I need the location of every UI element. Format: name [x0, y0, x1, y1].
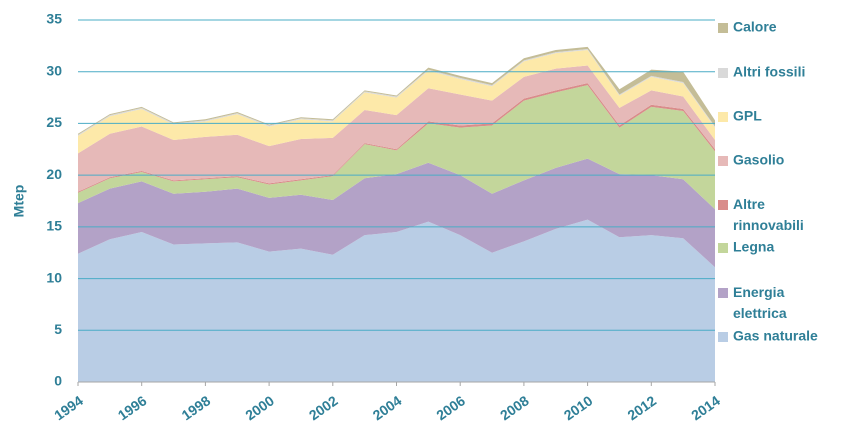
- legend-label: Altre rinnovabili: [733, 196, 804, 233]
- area: [78, 48, 715, 136]
- x-tick-label: 1998: [179, 392, 214, 423]
- y-tick-label: 15: [46, 218, 62, 234]
- legend-swatch: [718, 156, 728, 166]
- legend-label: GPL: [733, 108, 762, 124]
- y-tick-label: 5: [54, 321, 62, 337]
- legend-swatch: [718, 23, 728, 33]
- x-tick-label: 2000: [242, 392, 277, 423]
- area: [78, 158, 715, 268]
- x-tick-label: 2006: [433, 392, 468, 423]
- x-tick-label: 2004: [370, 392, 405, 423]
- area: [78, 46, 715, 135]
- area: [78, 85, 715, 210]
- legend-label: Calore: [733, 19, 777, 35]
- y-tick-label: 30: [46, 62, 62, 78]
- area: [78, 65, 715, 192]
- area: [78, 219, 715, 382]
- legend-label: Gasolio: [733, 152, 784, 168]
- y-tick-label: 0: [54, 373, 62, 389]
- legend-label: Legna: [733, 239, 774, 255]
- legend-swatch: [718, 243, 728, 253]
- y-tick-label: 25: [46, 114, 62, 130]
- y-tick-label: 10: [46, 269, 62, 285]
- legend-swatch: [718, 200, 728, 210]
- legend-swatch: [718, 68, 728, 78]
- x-tick-label: 2012: [624, 392, 659, 423]
- x-tick-label: 2008: [497, 392, 532, 423]
- x-tick-label: 2010: [561, 392, 596, 423]
- x-tick-label: 2014: [688, 392, 723, 423]
- legend-label: Energia elettrica: [733, 284, 787, 321]
- y-tick-label: 20: [46, 166, 62, 182]
- legend-swatch: [718, 332, 728, 342]
- legend-label: Altri fossili: [733, 64, 805, 80]
- x-tick-label: 1994: [51, 392, 86, 423]
- legend-swatch: [718, 112, 728, 122]
- legend-swatch: [718, 288, 728, 298]
- y-tick-label: 35: [46, 11, 62, 27]
- area: [78, 49, 715, 154]
- x-tick-label: 1996: [115, 392, 150, 423]
- y-axis-label: Mtep: [11, 185, 27, 218]
- x-tick-label: 2002: [306, 392, 341, 423]
- legend-label: Gas naturale: [733, 328, 818, 344]
